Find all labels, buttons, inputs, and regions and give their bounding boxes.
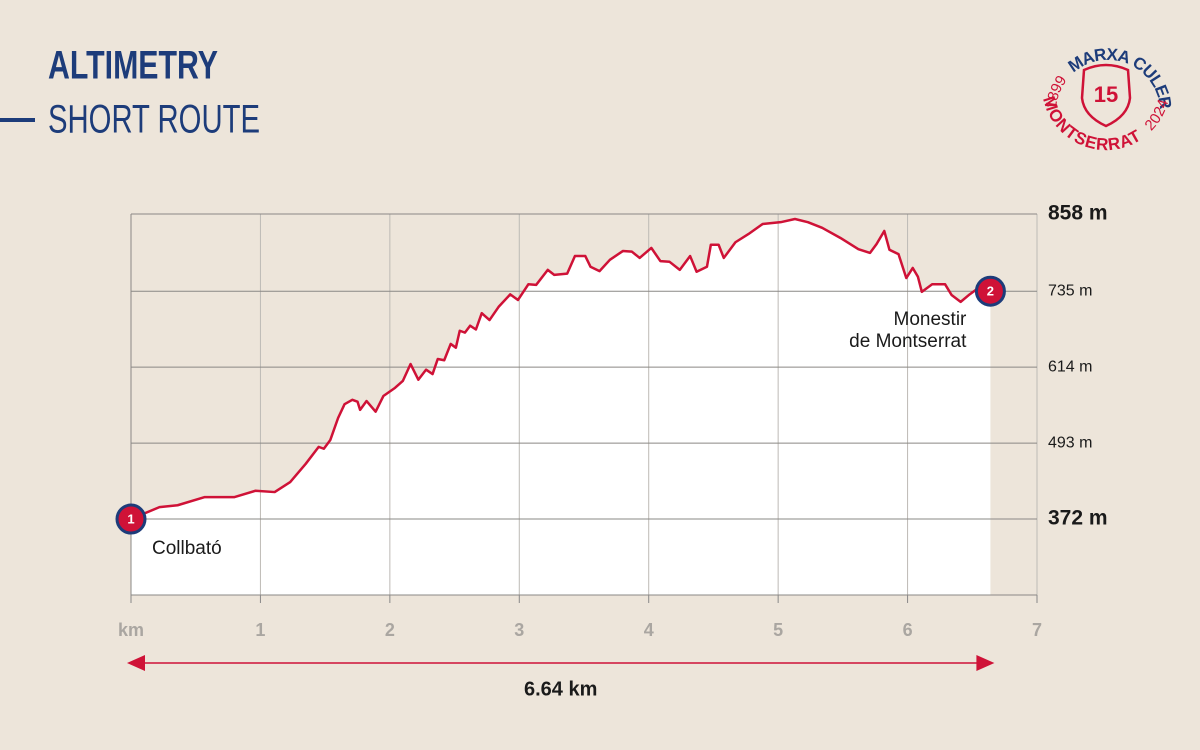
x-tick-label: 4 [644, 620, 654, 640]
marker-name: de Montserrat [849, 331, 967, 352]
elevation-line [130, 217, 991, 521]
logo-badge: 15 [1094, 82, 1118, 107]
arrow-head [127, 655, 145, 671]
y-tick-label: 372 m [1048, 507, 1108, 530]
logo-shield [1080, 63, 1132, 128]
x-tick-label: 6 [903, 620, 913, 640]
arrow-head [976, 655, 995, 671]
x-tick-label: 5 [773, 620, 783, 640]
x-tick-label: 3 [514, 620, 524, 640]
area [131, 219, 991, 595]
chart-subtitle: SHORT ROUTE [48, 98, 260, 142]
route-marker [974, 275, 1006, 307]
marker-name: Monestir [894, 309, 968, 330]
marker-number: 1 [127, 511, 134, 526]
marker-number: 2 [987, 284, 994, 299]
x-tick-label: km [118, 620, 144, 640]
chart-title: ALTIMETRY [48, 44, 218, 88]
marker-name: Collbató [152, 538, 222, 559]
y-tick-label: 493 m [1048, 434, 1092, 451]
y-tick-label: 735 m [1048, 282, 1092, 299]
y-tick-label: 614 m [1048, 358, 1092, 375]
distance-label: 6.64 km [524, 678, 597, 700]
x-tick-label: 1 [255, 620, 265, 640]
route-marker [115, 503, 147, 535]
x-tick-label: 2 [385, 620, 395, 640]
x-tick-label: 7 [1032, 620, 1042, 640]
y-tick-label: 858 m [1048, 202, 1108, 225]
